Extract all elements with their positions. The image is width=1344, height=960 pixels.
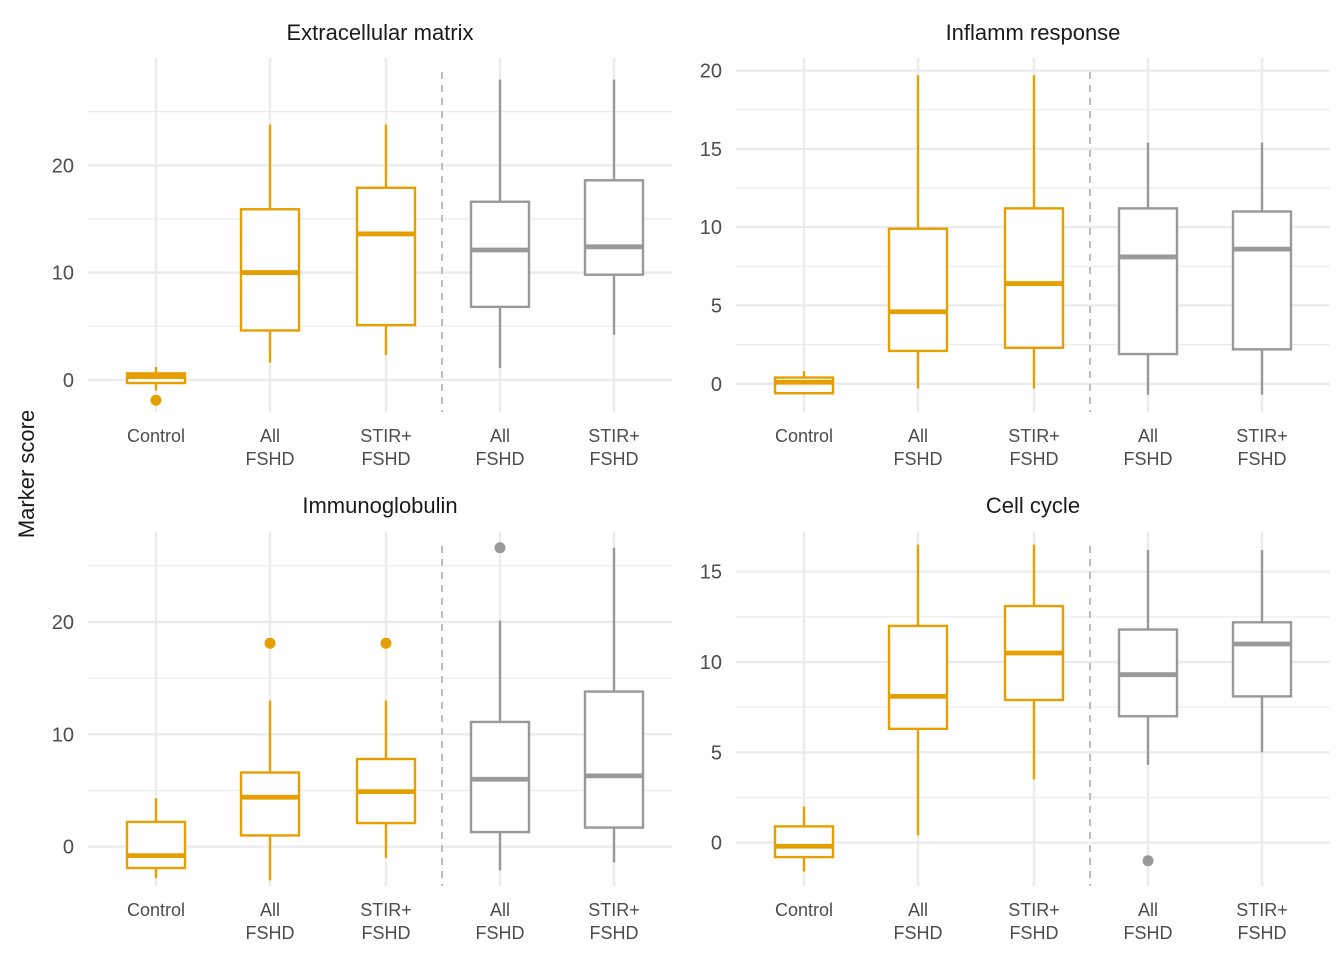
panel-3: Immunoglobulin 0 10 20 Control All FSHD STIR+ FS… (52, 493, 672, 943)
panel-title: Inflamm response (946, 20, 1121, 45)
outlier-point (1142, 855, 1154, 867)
x-tick-label: All FSHD (1124, 900, 1173, 943)
iqr-box (239, 208, 301, 332)
box-5 (583, 547, 645, 863)
y-tick-label: 5 (711, 742, 722, 764)
x-tick-label: STIR+ FSHD (1008, 900, 1060, 943)
box-3 (1003, 544, 1065, 780)
x-tick-label: STIR+ FSHD (360, 900, 412, 943)
iqr-box (1231, 621, 1293, 698)
y-tick-label: 20 (700, 61, 722, 83)
x-tick-label: STIR+ FSHD (588, 426, 640, 469)
y-tick-label: 10 (700, 217, 722, 239)
box-3 (355, 124, 417, 356)
y-tick-label: 10 (52, 263, 74, 285)
panel-title: Extracellular matrix (286, 20, 473, 45)
panel-4: Cell cycle 0 5 10 15 Control All FSHD STIR+ FSHD A… (700, 493, 1330, 943)
x-tick-label: STIR+ FSHD (1236, 426, 1288, 469)
box-1 (773, 371, 835, 395)
x-tick-label: All FSHD (476, 900, 525, 943)
y-tick-label: 0 (711, 374, 722, 396)
x-tick-label: All FSHD (1124, 426, 1173, 469)
iqr-box (583, 179, 645, 276)
x-tick-label: STIR+ FSHD (1008, 426, 1060, 469)
x-tick-label: All FSHD (246, 426, 295, 469)
x-tick-label: All FSHD (476, 426, 525, 469)
box-4 (1117, 550, 1179, 867)
x-tick-label: All FSHD (894, 900, 943, 943)
y-axis-title: Marker score (14, 410, 39, 538)
x-tick-label: Control (127, 426, 185, 446)
iqr-box (355, 186, 417, 327)
box-5 (583, 79, 645, 335)
y-tick-label: 0 (63, 370, 74, 392)
box-2 (239, 124, 301, 363)
box-1 (773, 806, 835, 872)
outlier-point (264, 637, 276, 649)
box-2 (887, 544, 949, 836)
x-tick-label: Control (127, 900, 185, 920)
iqr-box (1003, 207, 1065, 349)
y-tick-label: 10 (700, 652, 722, 674)
iqr-box (1117, 207, 1179, 356)
panel-title: Immunoglobulin (302, 493, 457, 518)
y-tick-label: 0 (63, 837, 74, 859)
iqr-box (239, 771, 301, 837)
box-3 (1003, 75, 1065, 389)
y-tick-label: 10 (52, 724, 74, 746)
panel-1: Extracellular matrix 0 10 20 Control All FSHD S… (52, 20, 672, 469)
box-5 (1231, 550, 1293, 753)
outlier-point (150, 394, 162, 406)
x-tick-label: STIR+ FSHD (1236, 900, 1288, 943)
panel-title: Cell cycle (986, 493, 1080, 518)
iqr-box (1231, 210, 1293, 351)
x-tick-label: STIR+ FSHD (588, 900, 640, 943)
y-tick-label: 20 (52, 612, 74, 634)
outlier-point (380, 637, 392, 649)
iqr-box (773, 825, 835, 859)
x-tick-label: All FSHD (246, 900, 295, 943)
box-1 (125, 366, 187, 406)
x-tick-label: Control (775, 426, 833, 446)
y-tick-label: 0 (711, 833, 722, 855)
iqr-box (887, 227, 949, 353)
box-4 (1117, 142, 1179, 395)
panel-2: Inflamm response 0 5 10 15 20 Control All FSHD ST… (700, 20, 1330, 469)
iqr-box (469, 200, 531, 309)
box-3 (355, 637, 417, 858)
outlier-point (494, 542, 506, 554)
x-tick-label: STIR+ FSHD (360, 426, 412, 469)
iqr-box (583, 690, 645, 829)
y-tick-label: 15 (700, 562, 722, 584)
iqr-box (125, 820, 187, 870)
x-tick-label: Control (775, 900, 833, 920)
box-4 (469, 79, 531, 369)
y-tick-label: 20 (52, 155, 74, 177)
iqr-box (887, 624, 949, 731)
y-tick-label: 5 (711, 295, 722, 317)
box-2 (239, 637, 301, 881)
x-tick-label: All FSHD (894, 426, 943, 469)
y-tick-label: 15 (700, 139, 722, 161)
box-4 (469, 542, 531, 871)
box-1 (125, 798, 187, 879)
box-5 (1231, 142, 1293, 395)
box-2 (887, 75, 949, 389)
